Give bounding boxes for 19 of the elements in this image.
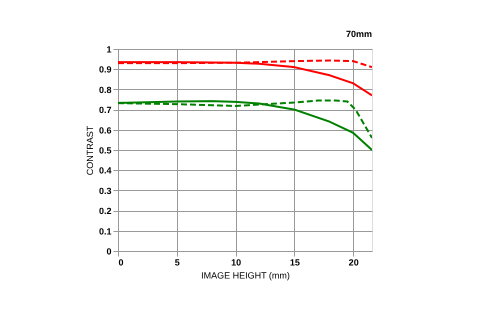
y-tick-label: 0.4 <box>98 166 112 176</box>
x-tick-label: 15 <box>290 258 300 268</box>
x-tick-label: 10 <box>231 258 242 268</box>
y-tick-label: 0.5 <box>98 146 112 156</box>
y-tick-label: 0.8 <box>98 84 112 95</box>
y-tick-label: 0.2 <box>98 206 112 216</box>
chart-title: 70mm <box>346 29 372 39</box>
y-tick-label: 0.7 <box>98 105 112 116</box>
y-tick-label: 0.6 <box>98 125 112 136</box>
y-tick-label: 0 <box>106 246 112 256</box>
y-tick-label: 0.9 <box>98 64 112 75</box>
x-tick-label: 5 <box>174 258 180 268</box>
y-axis-title: CONTRAST <box>84 125 95 176</box>
y-tick-label: 0.1 <box>98 226 112 236</box>
x-tick-label: 0 <box>118 258 124 268</box>
x-tick-label: 20 <box>348 258 359 268</box>
y-tick-label: 0.3 <box>98 186 112 196</box>
y-tick-label: 1 <box>106 44 112 54</box>
x-axis-title: IMAGE HEIGHT (mm) <box>201 270 290 280</box>
